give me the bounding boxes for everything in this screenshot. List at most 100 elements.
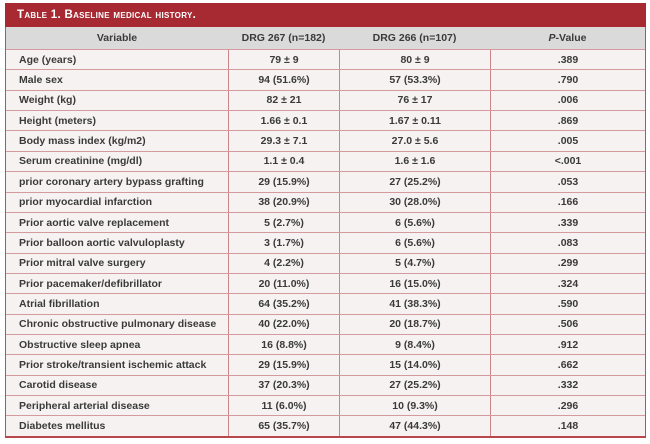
drg266-cell: 6 (5.6%) [339, 233, 490, 253]
column-header-pvalue: P-Value [490, 32, 645, 44]
table-row: Carotid disease 37 (20.3%) 27 (25.2%) .3… [6, 374, 645, 396]
drg267-cell: 5 (2.7%) [228, 212, 339, 233]
pvalue-cell: .083 [490, 233, 645, 253]
variable-cell: Weight (kg) [19, 94, 76, 107]
table-row: Age (years) 79 ± 9 80 ± 9 .389 [6, 49, 645, 70]
variable-cell: Prior pacemaker/defibrillator [19, 277, 162, 290]
drg266-cell: 5 (4.7%) [339, 253, 490, 273]
drg267-cell: 1.1 ± 0.4 [228, 151, 339, 172]
table-row: Male sex 94 (51.6%) 57 (53.3%) .790 [6, 69, 645, 90]
drg267-cell: 82 ± 21 [228, 90, 339, 111]
variable-cell: Prior balloon aortic valvuloplasty [19, 236, 185, 249]
table-row: Prior balloon aortic valvuloplasty 3 (1.… [6, 232, 645, 253]
drg266-cell: 16 (15.0%) [339, 273, 490, 294]
table-row: Obstructive sleep apnea 16 (8.8%) 9 (8.4… [6, 334, 645, 355]
pvalue-cell: .662 [490, 355, 645, 375]
drg266-cell: 57 (53.3%) [339, 70, 490, 90]
pvalue-cell: .912 [490, 335, 645, 355]
drg267-cell: 40 (22.0%) [228, 314, 339, 335]
variable-cell: Carotid disease [19, 379, 98, 392]
pvalue-cell: .166 [490, 192, 645, 212]
pvalue-cell: .590 [490, 294, 645, 314]
pvalue-cell: .790 [490, 70, 645, 90]
table-title-bar: Table 1. Baseline medical history. [5, 3, 646, 27]
drg267-cell: 29 (15.9%) [228, 172, 339, 192]
pvalue-cell: .006 [490, 90, 645, 111]
table-grid: Variable DRG 267 (n=182) DRG 266 (n=107)… [5, 27, 646, 438]
drg267-cell: 64 (35.2%) [228, 294, 339, 314]
drg267-cell: 29 (15.9%) [228, 355, 339, 375]
table-row: Chronic obstructive pulmonary disease 40… [6, 313, 645, 335]
drg266-cell: 15 (14.0%) [339, 355, 490, 375]
pvalue-suffix: -Value [555, 32, 587, 44]
table-row: Prior aortic valve replacement 5 (2.7%) … [6, 211, 645, 233]
pvalue-cell: .053 [490, 172, 645, 192]
variable-cell: Prior mitral valve surgery [19, 257, 146, 270]
table-header-row: Variable DRG 267 (n=182) DRG 266 (n=107)… [6, 27, 645, 49]
drg267-cell: 79 ± 9 [228, 50, 339, 70]
table-row: prior coronary artery bypass grafting 29… [6, 171, 645, 192]
variable-cell: Obstructive sleep apnea [19, 338, 141, 351]
variable-cell: Height (meters) [19, 114, 97, 127]
drg267-cell: 29.3 ± 7.1 [228, 131, 339, 151]
pvalue-cell: <.001 [490, 151, 645, 172]
table-row: Prior stroke/transient ischemic attack 2… [6, 354, 645, 375]
pvalue-cell: .332 [490, 375, 645, 396]
variable-cell: Prior aortic valve replacement [19, 216, 169, 229]
table-title: Table 1. Baseline medical history. [17, 9, 197, 21]
variable-cell: Serum creatinine (mg/dl) [19, 155, 143, 168]
baseline-medical-history-table: Table 1. Baseline medical history. Varia… [5, 3, 646, 438]
drg267-cell: 65 (35.7%) [228, 416, 339, 436]
drg266-cell: 80 ± 9 [339, 50, 490, 70]
table-row: Prior pacemaker/defibrillator 20 (11.0%)… [6, 272, 645, 294]
table-row: Peripheral arterial disease 11 (6.0%) 10… [6, 395, 645, 416]
drg267-cell: 20 (11.0%) [228, 273, 339, 294]
drg267-cell: 11 (6.0%) [228, 396, 339, 416]
variable-cell: prior myocardial infarction [19, 196, 153, 209]
drg267-cell: 94 (51.6%) [228, 70, 339, 90]
pvalue-cell: .299 [490, 253, 645, 273]
pvalue-cell: .296 [490, 396, 645, 416]
pvalue-cell: .324 [490, 273, 645, 294]
table-row: Serum creatinine (mg/dl) 1.1 ± 0.4 1.6 ±… [6, 150, 645, 172]
table-row: Height (meters) 1.66 ± 0.1 1.67 ± 0.11 .… [6, 110, 645, 131]
drg266-cell: 47 (44.3%) [339, 416, 490, 436]
drg266-cell: 41 (38.3%) [339, 294, 490, 314]
table-row: Weight (kg) 82 ± 21 76 ± 17 .006 [6, 89, 645, 111]
pvalue-cell: .339 [490, 212, 645, 233]
column-header-variable: Variable [96, 32, 138, 44]
drg266-cell: 27.0 ± 5.6 [339, 131, 490, 151]
drg267-cell: 38 (20.9%) [228, 192, 339, 212]
pvalue-italic-p: P [548, 32, 556, 44]
variable-cell: Prior stroke/transient ischemic attack [19, 359, 207, 372]
table-row: prior myocardial infarction 38 (20.9%) 3… [6, 191, 645, 212]
pvalue-cell: .005 [490, 131, 645, 151]
variable-cell: Peripheral arterial disease [19, 399, 150, 412]
table-row: Prior mitral valve surgery 4 (2.2%) 5 (4… [6, 252, 645, 273]
table-body: Age (years) 79 ± 9 80 ± 9 .389 Male sex … [6, 49, 645, 436]
variable-cell: prior coronary artery bypass grafting [19, 175, 204, 188]
drg267-cell: 1.66 ± 0.1 [228, 111, 339, 131]
table-row: Body mass index (kg/m2) 29.3 ± 7.1 27.0 … [6, 130, 645, 151]
pvalue-cell: .389 [490, 50, 645, 70]
table-row: Diabetes mellitus 65 (35.7%) 47 (44.3%) … [6, 415, 645, 436]
variable-cell: Diabetes mellitus [19, 420, 106, 433]
drg266-cell: 20 (18.7%) [339, 314, 490, 335]
drg266-cell: 6 (5.6%) [339, 212, 490, 233]
drg266-cell: 10 (9.3%) [339, 396, 490, 416]
variable-cell: Chronic obstructive pulmonary disease [19, 318, 217, 331]
drg266-cell: 27 (25.2%) [339, 172, 490, 192]
drg266-cell: 1.67 ± 0.11 [339, 111, 490, 131]
variable-cell: Atrial fibrillation [19, 297, 100, 310]
drg266-cell: 1.6 ± 1.6 [339, 151, 490, 172]
drg266-cell: 76 ± 17 [339, 90, 490, 111]
column-header-drg266: DRG 266 (n=107) [372, 32, 457, 44]
drg267-cell: 4 (2.2%) [228, 253, 339, 273]
drg267-cell: 37 (20.3%) [228, 375, 339, 396]
pvalue-cell: .869 [490, 111, 645, 131]
variable-cell: Age (years) [19, 53, 77, 66]
drg266-cell: 30 (28.0%) [339, 192, 490, 212]
pvalue-cell: .148 [490, 416, 645, 436]
table-row: Atrial fibrillation 64 (35.2%) 41 (38.3%… [6, 293, 645, 314]
